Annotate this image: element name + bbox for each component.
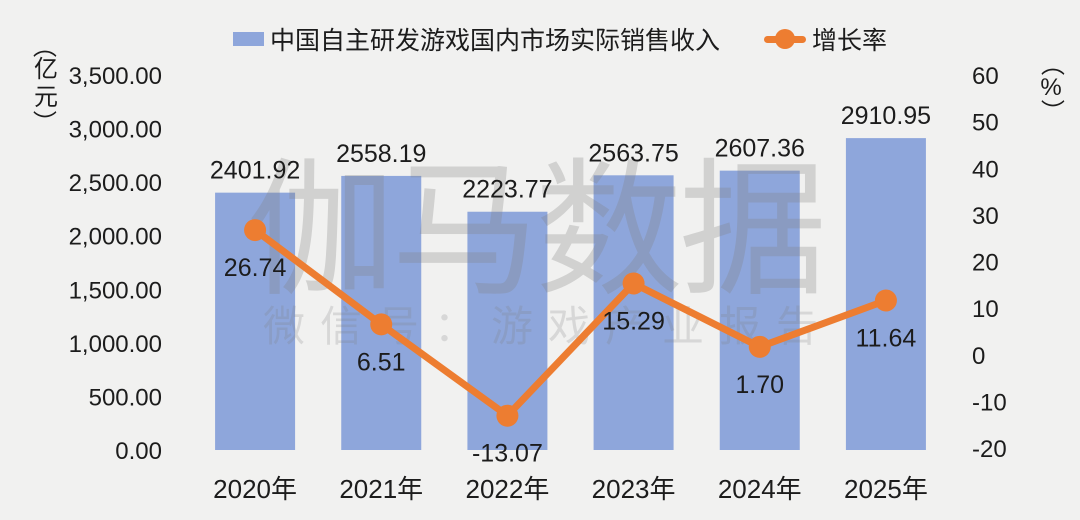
x-label-2024年: 2024年 [718,474,802,504]
left-tick-0: 0.00 [115,438,162,465]
x-label-2023年: 2023年 [592,474,676,504]
legend: 中国自主研发游戏国内市场实际销售收入 增长率 [233,21,887,57]
x-axis-labels: 2020年 2021年 2022年 2023年 2024年 2025年 [213,474,928,504]
line-point-2021年 [370,313,393,336]
right-axis-unit-close: ） [1038,99,1065,123]
right-tick--20: -20 [972,436,1007,463]
left-tick-500: 500.00 [89,384,162,411]
right-tick-30: 30 [972,203,999,230]
right-axis-unit-open: （ [1038,52,1065,76]
line-point-2020年 [244,219,267,242]
left-axis-unit-close: ） [30,110,57,134]
bar-value-label-2024年: 2607.36 [715,135,805,163]
bar-value-label-2022年: 2223.77 [462,176,552,204]
line-point-2025年 [874,289,897,312]
left-tick-1500: 1,500.00 [69,277,162,304]
right-tick-10: 10 [972,296,999,323]
left-tick-3000: 3,000.00 [69,117,162,144]
right-tick-20: 20 [972,250,999,277]
left-tick-1000: 1,000.00 [69,331,162,358]
right-tick-40: 40 [972,156,999,183]
line-value-label-2021年: 6.51 [357,348,406,376]
bar-2024年 [719,170,800,450]
legend-item-growth: 增长率 [764,21,887,57]
left-tick-3500: 3,500.00 [69,63,162,90]
right-axis-unit-text: % [1040,74,1062,101]
line-series [244,219,897,427]
x-label-2022年: 2022年 [465,474,549,504]
bar-value-label-2025年: 2910.95 [841,102,931,130]
line-value-label-2023年: 15.29 [602,307,665,335]
legend-label-growth: 增长率 [812,27,888,55]
x-label-2025年: 2025年 [844,474,928,504]
bar-2021年 [341,175,422,451]
right-axis-unit: （ % ） [1036,52,1066,123]
legend-item-revenue: 中国自主研发游戏国内市场实际销售收入 [233,21,720,57]
axis-ticks: 3,500.00 3,000.00 2,500.00 2,000.00 1,500.00… [69,63,1007,465]
x-label-2021年: 2021年 [339,474,423,504]
line-value-label-2025年: 11.64 [856,324,917,352]
line-point-2024年 [748,335,771,358]
bar-value-label-2020年: 2401.92 [210,157,300,185]
bar-value-label-2023年: 2563.75 [588,139,678,167]
bar-value-label-2021年: 2558.19 [336,140,426,168]
line-value-label-2024年: 1.70 [735,371,784,399]
line-point-2023年 [622,272,645,295]
right-tick-60: 60 [972,63,999,90]
right-tick--10: -10 [972,389,1007,416]
legend-label-revenue: 中国自主研发游戏国内市场实际销售收入 [270,27,721,55]
bar-series-swatch-icon [233,32,264,46]
line-marker-dot-icon [775,29,796,49]
right-tick-0: 0 [972,343,985,370]
line-value-label-2020年: 26.74 [224,254,287,282]
left-tick-2000: 2,000.00 [69,224,162,251]
left-axis-unit-open: （ [30,34,57,58]
growth-line [251,226,890,420]
left-axis-unit-text: 亿元 [29,56,57,112]
left-axis-unit: （ 亿元 ） [28,34,58,134]
line-series-marker-icon [764,29,807,49]
line-point-2022年 [496,404,519,427]
watermark-title: 伽马数据 [247,149,823,314]
left-tick-2500: 2,500.00 [69,170,162,197]
right-tick-50: 50 [972,110,999,137]
x-label-2020年: 2020年 [213,474,297,504]
line-value-label-2022年: -13.07 [472,440,543,468]
data-labels: 2401.92 2558.19 2223.77 2563.75 2607.36 2910.… [210,102,931,468]
